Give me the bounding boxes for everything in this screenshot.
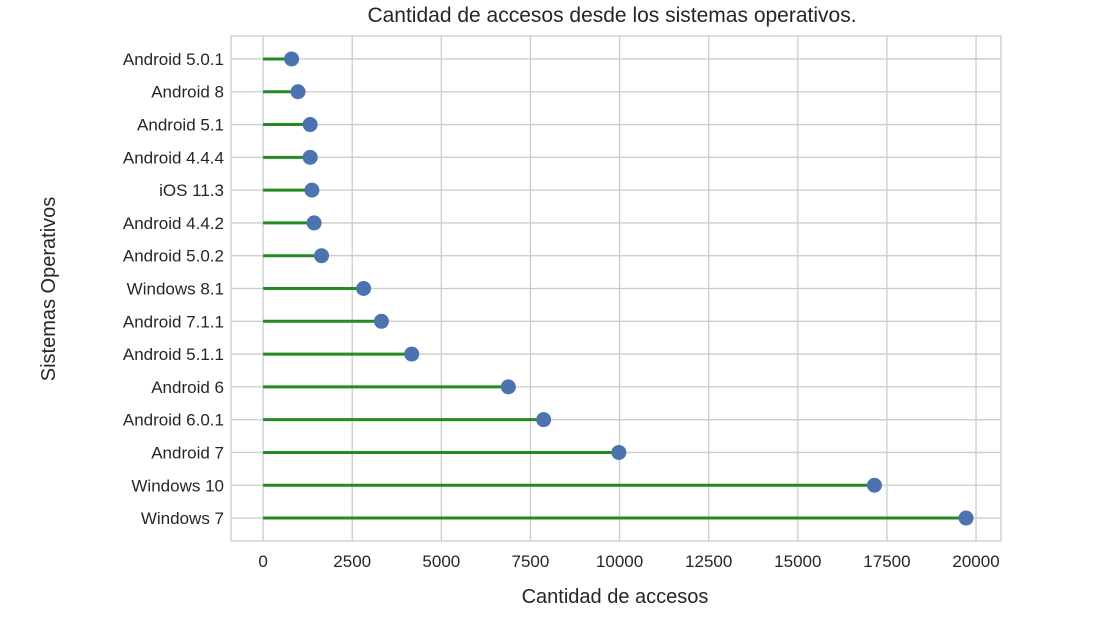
y-tick-label: iOS 11.3 bbox=[159, 181, 224, 200]
data-point-marker bbox=[373, 313, 389, 329]
y-tick-label: Android 4.4.4 bbox=[123, 148, 224, 167]
plot-area bbox=[230, 35, 1002, 542]
x-tick-label: 0 bbox=[258, 552, 267, 571]
x-axis-label: Cantidad de accesos bbox=[522, 586, 709, 608]
x-tick-label: 7500 bbox=[512, 552, 550, 571]
y-tick-label: Android 7.1.1 bbox=[123, 312, 224, 331]
x-tick-label: 5000 bbox=[422, 552, 460, 571]
x-tick-labels: 0 2500 5000 7500 10000 12500 15000 17500 20000 bbox=[258, 552, 999, 571]
data-point-marker bbox=[536, 412, 552, 428]
data-point-marker bbox=[611, 444, 627, 460]
x-tick-label: 12500 bbox=[685, 552, 732, 571]
data-point-marker bbox=[404, 346, 420, 362]
y-tick-label: Windows 10 bbox=[131, 476, 224, 495]
data-point-marker bbox=[500, 379, 516, 395]
y-tick-label: Android 6 bbox=[151, 378, 224, 397]
data-point-marker bbox=[356, 281, 372, 296]
x-tick-label: 20000 bbox=[952, 552, 999, 571]
chart-title: Cantidad de accesos desde los sistemas o… bbox=[367, 4, 856, 27]
x-tick-label: 15000 bbox=[774, 552, 821, 571]
data-point-marker bbox=[284, 51, 300, 67]
x-tick-label: 10000 bbox=[596, 552, 643, 571]
data-point-marker bbox=[306, 215, 322, 231]
data-point-marker bbox=[314, 248, 330, 264]
data-point-marker bbox=[302, 117, 318, 133]
y-tick-label: Android 5.1.1 bbox=[123, 345, 224, 364]
y-tick-label: Windows 7 bbox=[141, 509, 224, 528]
stems bbox=[263, 57, 967, 520]
y-tick-label: Android 7 bbox=[151, 443, 224, 462]
y-tick-label: Windows 8.1 bbox=[127, 280, 224, 299]
y-tick-label: Android 4.4.2 bbox=[123, 214, 224, 233]
x-tick-label: 2500 bbox=[333, 552, 371, 571]
y-tick-label: Android 5.0.1 bbox=[123, 50, 224, 69]
y-axis-label: Sistemas Operativos bbox=[38, 197, 60, 382]
data-point-marker bbox=[304, 182, 320, 198]
data-point-marker bbox=[866, 477, 882, 493]
y-tick-label: Android 5.1 bbox=[137, 116, 224, 135]
data-point-marker bbox=[290, 84, 306, 100]
y-tick-label: Android 5.0.2 bbox=[123, 247, 224, 266]
data-point-marker bbox=[958, 510, 974, 526]
y-tick-labels: Android 5.0.1 Android 8 Android 5.1 Android… bbox=[123, 50, 224, 528]
y-tick-label: Android 8 bbox=[151, 83, 224, 102]
x-tick-label: 17500 bbox=[863, 552, 910, 571]
markers bbox=[284, 51, 974, 526]
data-point-marker bbox=[302, 149, 318, 165]
y-tick-label: Android 6.0.1 bbox=[123, 411, 224, 430]
